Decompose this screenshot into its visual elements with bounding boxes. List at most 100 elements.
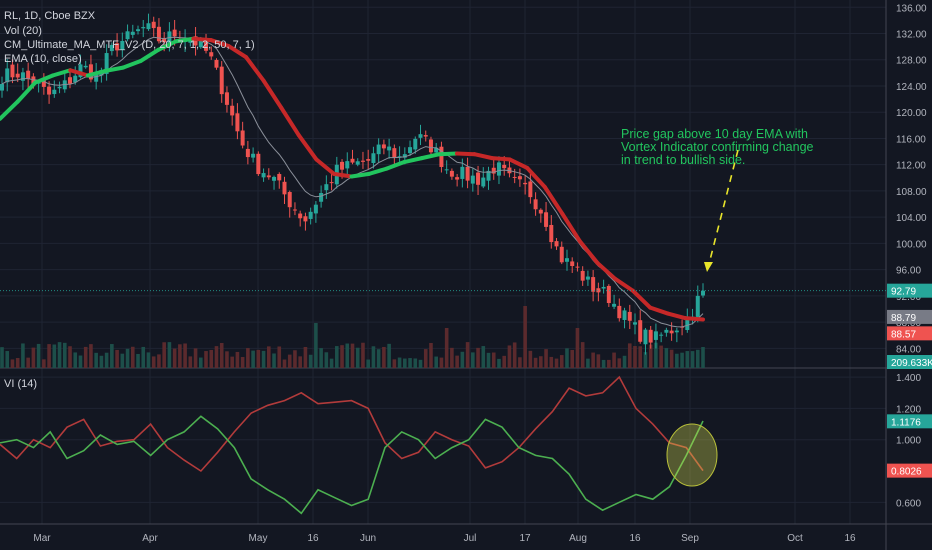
candle-body bbox=[617, 305, 622, 319]
volume-bars bbox=[0, 306, 705, 368]
volume-bar bbox=[282, 359, 287, 368]
volume-bar bbox=[586, 358, 590, 368]
volume-bar bbox=[685, 351, 690, 368]
volume-bar bbox=[408, 358, 412, 368]
ma-segment bbox=[296, 133, 319, 162]
candle-body bbox=[109, 44, 114, 52]
volume-bar bbox=[10, 359, 15, 368]
time-tick-label: 17 bbox=[519, 533, 531, 544]
candle-body bbox=[188, 39, 193, 43]
candle-body bbox=[151, 21, 156, 29]
volume-bar bbox=[47, 344, 51, 368]
volume-bar bbox=[376, 349, 381, 368]
candle-body bbox=[10, 64, 15, 78]
ma-segment bbox=[331, 171, 354, 179]
candle-body bbox=[324, 184, 329, 191]
volume-bar bbox=[491, 352, 496, 368]
candle-body bbox=[559, 246, 564, 263]
volume-bar bbox=[607, 359, 611, 368]
vi-tick-label: 1.400 bbox=[896, 373, 921, 384]
time-tick-label: May bbox=[249, 533, 268, 544]
volume-bar bbox=[21, 343, 25, 368]
volume-bar bbox=[601, 359, 606, 368]
ma-segment bbox=[261, 78, 284, 110]
candle-body bbox=[674, 330, 679, 333]
volume-bar bbox=[413, 358, 418, 368]
candle-body bbox=[15, 73, 20, 78]
candle-body bbox=[251, 153, 256, 158]
ma-segment bbox=[138, 47, 161, 64]
volume-bar bbox=[68, 346, 72, 368]
highlight-circle bbox=[666, 423, 718, 487]
candle-body bbox=[73, 75, 78, 83]
candle-body bbox=[549, 224, 554, 243]
ma-value-tag-bg bbox=[887, 309, 932, 324]
ma-segment bbox=[419, 152, 442, 161]
candle-body bbox=[303, 216, 308, 222]
candle-body bbox=[272, 176, 277, 181]
candle-body bbox=[523, 182, 528, 185]
annotation-line: Price gap above 10 day EMA with bbox=[621, 127, 808, 141]
volume-bar bbox=[591, 352, 595, 368]
ma-segment bbox=[560, 211, 582, 244]
volume-bar bbox=[99, 355, 104, 368]
candle-body bbox=[141, 27, 146, 29]
volume-bar bbox=[115, 349, 119, 368]
volume-bar bbox=[235, 351, 240, 368]
ma-segment bbox=[208, 38, 231, 48]
candle-body bbox=[434, 147, 439, 153]
volume-bar bbox=[481, 346, 486, 368]
price-tick-label: 100.00 bbox=[896, 239, 927, 250]
volume-bar bbox=[73, 352, 78, 368]
candle-body bbox=[606, 285, 611, 304]
volume-bar bbox=[209, 349, 214, 368]
volume-bar bbox=[439, 357, 444, 368]
candle-body bbox=[387, 146, 392, 151]
volume-bar bbox=[167, 342, 172, 368]
vi-plus-tag: 1.1176 bbox=[891, 417, 921, 428]
volume-bar bbox=[580, 342, 585, 368]
candle-body bbox=[580, 270, 585, 281]
candle-body bbox=[638, 320, 643, 342]
candle-body bbox=[0, 84, 4, 91]
candle-body bbox=[544, 212, 549, 227]
volume-bar bbox=[298, 356, 302, 368]
volume-bar bbox=[654, 342, 658, 368]
annotation-line: Vortex Indicator confirming change bbox=[621, 140, 814, 154]
candle-body bbox=[371, 153, 376, 164]
vi-minus-line bbox=[0, 375, 704, 473]
vi-minus-tag-bg bbox=[887, 463, 932, 478]
time-tick-label: 16 bbox=[307, 533, 319, 544]
volume-bar bbox=[460, 351, 465, 368]
candle-body bbox=[313, 204, 318, 214]
ma-segment bbox=[525, 165, 547, 189]
volume-bar bbox=[497, 358, 501, 368]
candle-body bbox=[585, 276, 590, 280]
volume-bar bbox=[136, 353, 140, 368]
candle-body bbox=[277, 174, 282, 181]
volume-bar bbox=[214, 346, 219, 368]
candle-body bbox=[512, 176, 517, 178]
annotation-arrowhead bbox=[704, 262, 713, 272]
ma-segment bbox=[507, 157, 530, 170]
candle-body bbox=[423, 135, 428, 137]
volume-bar bbox=[15, 358, 20, 368]
candle-body bbox=[57, 86, 62, 89]
candle-body bbox=[397, 156, 402, 158]
volume-bar bbox=[183, 343, 187, 368]
volume-bar bbox=[83, 346, 88, 368]
candle-body bbox=[408, 147, 413, 154]
volume-bar bbox=[570, 349, 575, 368]
ma-segment bbox=[665, 311, 688, 321]
volume-bar bbox=[178, 344, 182, 368]
volume-bar bbox=[502, 355, 507, 368]
volume-bar bbox=[680, 352, 684, 368]
candle-body bbox=[685, 318, 690, 331]
time-tick-label: Apr bbox=[142, 533, 158, 544]
candle-body bbox=[340, 161, 345, 170]
candle-body bbox=[230, 105, 235, 116]
volume-bar bbox=[256, 349, 261, 368]
time-tick-label: Mar bbox=[33, 533, 51, 544]
candle-body bbox=[115, 43, 120, 51]
